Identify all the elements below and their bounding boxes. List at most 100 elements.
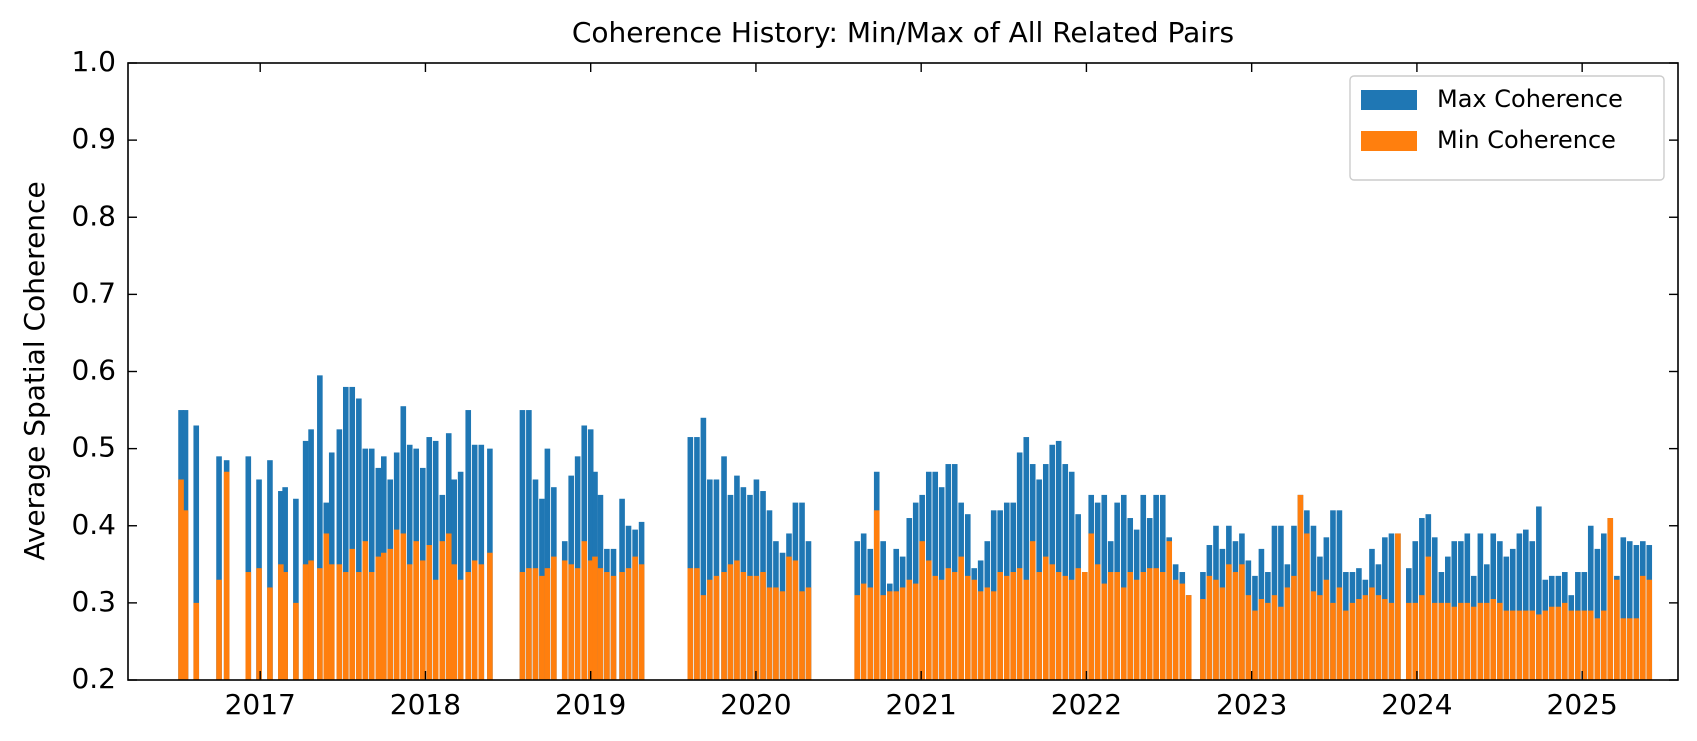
bar (561, 560, 568, 680)
bar (1213, 579, 1219, 680)
bar (1330, 602, 1336, 680)
bar (990, 591, 997, 680)
bar (747, 575, 753, 680)
bar (1516, 533, 1523, 680)
bar (1310, 591, 1317, 680)
bar (984, 587, 991, 680)
bar (1068, 579, 1075, 680)
x-tick-label: 2017 (225, 688, 296, 721)
bar (740, 572, 747, 680)
bar (465, 572, 472, 680)
bar (317, 375, 323, 680)
bar (519, 572, 526, 680)
bar (1055, 440, 1062, 680)
bar (760, 572, 766, 680)
bar (323, 533, 330, 680)
bar (1114, 572, 1120, 680)
bar (1594, 548, 1601, 680)
bar (779, 591, 786, 680)
bar (700, 595, 707, 680)
bar (216, 579, 222, 680)
bar (380, 552, 387, 680)
x-tick-label: 2021 (886, 688, 957, 721)
bar (1252, 610, 1258, 680)
bar (426, 545, 433, 680)
bar (721, 572, 727, 680)
bar (1016, 452, 1023, 680)
bar (694, 568, 700, 680)
bar (336, 564, 343, 680)
bar (1179, 583, 1186, 680)
bar (457, 579, 464, 680)
bar (478, 444, 485, 680)
bar (951, 572, 958, 680)
bar (1382, 599, 1388, 680)
x-tick-label: 2024 (1381, 688, 1452, 721)
bar (1265, 602, 1271, 680)
bar (308, 560, 314, 680)
bar (245, 456, 252, 680)
bar (792, 560, 799, 680)
bar (267, 587, 273, 680)
bar (413, 541, 419, 680)
bar (1081, 572, 1088, 680)
bar (1016, 568, 1023, 680)
bar (1323, 579, 1330, 680)
bar (632, 556, 638, 680)
bar (1614, 579, 1620, 680)
x-tick-label: 2018 (390, 688, 461, 721)
bar (721, 456, 727, 680)
bar (1470, 606, 1477, 680)
bar (457, 471, 464, 680)
bar (1484, 602, 1490, 680)
bar (1607, 518, 1614, 680)
bar (267, 460, 273, 680)
bar (1349, 602, 1356, 680)
bar (1133, 579, 1140, 680)
bar (362, 541, 369, 680)
bar (707, 579, 713, 680)
bar (1023, 437, 1030, 680)
bar (356, 398, 362, 680)
bar (1226, 564, 1232, 680)
bar (687, 568, 694, 680)
bar (1291, 575, 1297, 680)
bar (938, 579, 945, 680)
bar (1101, 583, 1108, 680)
bar (880, 595, 886, 680)
bar (1425, 556, 1432, 680)
x-tick-label: 2020 (720, 688, 791, 721)
bar (551, 556, 557, 680)
bar (1555, 606, 1562, 680)
bar (932, 575, 939, 680)
bar (526, 410, 532, 680)
bar (1562, 602, 1568, 680)
bar (1185, 595, 1192, 680)
bar (478, 564, 485, 680)
bar (406, 444, 413, 680)
bar (1166, 541, 1173, 680)
bar (574, 568, 581, 680)
bar (873, 510, 880, 680)
bar (282, 572, 288, 680)
bar (945, 568, 952, 680)
bar (278, 564, 284, 680)
legend-swatch (1361, 131, 1417, 151)
bar (1529, 610, 1536, 680)
bar (1523, 610, 1529, 680)
bar (432, 579, 439, 680)
bar (532, 568, 539, 680)
bar (1271, 595, 1278, 680)
bar (1284, 587, 1291, 680)
bar (223, 471, 230, 680)
y-tick-label: 0.7 (71, 276, 116, 309)
bar (1575, 610, 1581, 680)
bar (958, 556, 964, 680)
bar (1516, 610, 1523, 680)
bar (1245, 595, 1252, 680)
bar (1568, 610, 1575, 680)
bar (1258, 599, 1265, 680)
legend-label: Min Coherence (1437, 126, 1616, 154)
bar (1297, 494, 1304, 680)
